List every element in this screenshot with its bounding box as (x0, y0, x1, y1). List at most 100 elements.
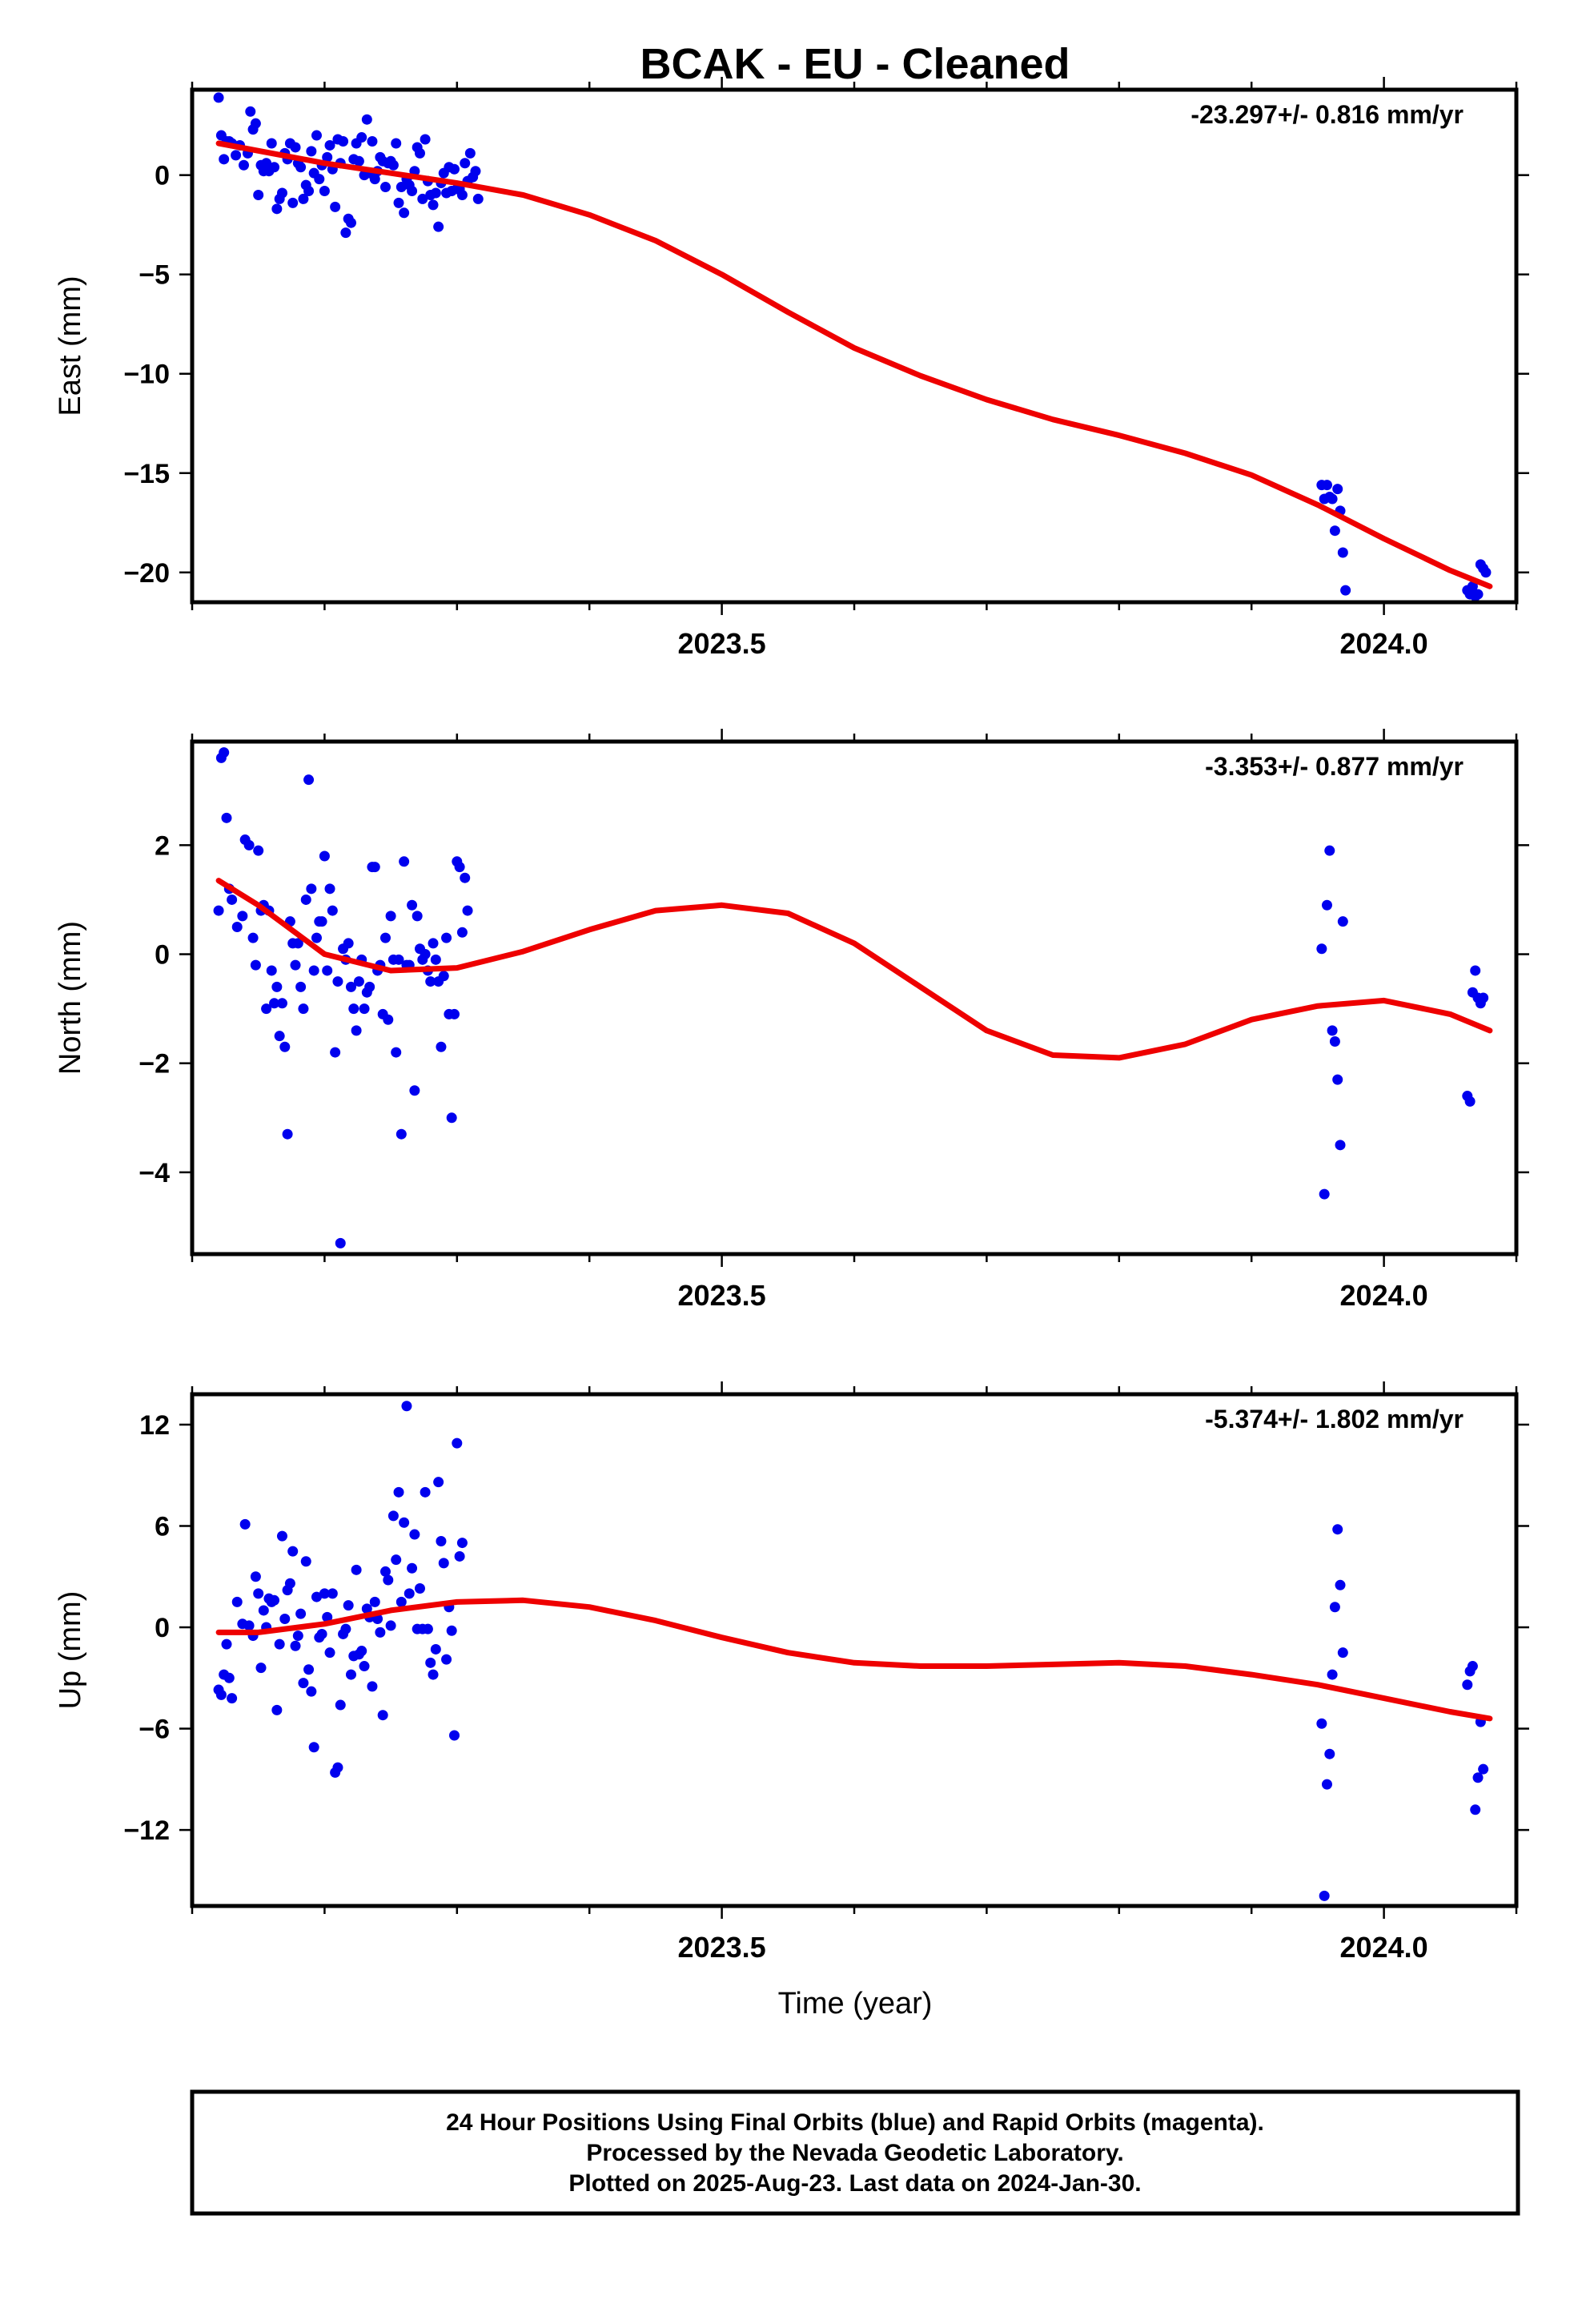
up-data-point (387, 1510, 399, 1522)
east-data-point (213, 92, 224, 103)
north-data-point (385, 911, 396, 922)
up-data-point (454, 1550, 465, 1562)
north-data-point (303, 774, 315, 786)
up-data-point (1324, 1748, 1335, 1759)
up-data-point (428, 1669, 439, 1680)
north-data-point (430, 954, 441, 965)
north-plot-frame (190, 739, 1519, 1256)
up-ytick-label: −12 (123, 1815, 170, 1846)
up-data-point (356, 1646, 367, 1657)
north-data-point (324, 883, 335, 895)
north-data-point (282, 1128, 293, 1140)
up-data-point (1337, 1647, 1348, 1659)
up-data-point (359, 1661, 370, 1672)
up-data-point (375, 1626, 386, 1638)
up-rate-label: -5.374+/- 1.802 mm/yr (1205, 1405, 1464, 1433)
up-data-point (253, 1588, 264, 1599)
north-rate-label: -3.353+/- 0.877 mm/yr (1205, 752, 1464, 781)
up-data-point (425, 1657, 436, 1668)
east-data-point (353, 155, 364, 167)
up-data-point (409, 1529, 420, 1540)
north-data-point (1327, 1025, 1338, 1036)
east-data-point (1332, 484, 1343, 495)
up-data-point (250, 1571, 261, 1582)
east-data-point (219, 154, 230, 165)
east-data-point (239, 159, 250, 171)
east-data-point (340, 227, 351, 239)
up-data-point (295, 1608, 307, 1619)
north-data-point (279, 1041, 291, 1052)
east-data-point (1472, 589, 1484, 600)
up-data-point (335, 1699, 346, 1711)
up-data-point (361, 1603, 372, 1614)
east-data-point (464, 147, 476, 159)
footer-line-2: Processed by the Nevada Geodetic Laborat… (586, 2140, 1123, 2166)
east-data-point (1327, 493, 1338, 505)
up-data-point (287, 1546, 299, 1557)
up-data-point (399, 1517, 410, 1528)
up-data-point (383, 1574, 394, 1586)
east-data-point (287, 197, 299, 208)
east-ytick-label: 0 (155, 161, 170, 191)
up-data-point (433, 1477, 444, 1488)
east-data-point (298, 193, 309, 204)
east-xtick-label: 2023.5 (678, 627, 766, 660)
north-data-point (247, 932, 259, 943)
north-data-point (446, 1112, 457, 1124)
up-data-point (407, 1562, 418, 1574)
east-data-point (387, 159, 399, 171)
north-data-point (1332, 1074, 1343, 1085)
east-data-point (417, 193, 428, 204)
east-panel: 2023.5 2024.0 −20 −15 −10 −5 0 East (mm) -23.297… (54, 77, 1529, 660)
east-data-point (330, 201, 341, 212)
up-data-point (367, 1681, 378, 1692)
up-data-point (438, 1558, 449, 1569)
up-data-point (1319, 1890, 1330, 1901)
east-data-point (338, 135, 349, 147)
east-data-point (269, 162, 280, 173)
east-data-point (290, 142, 301, 153)
north-data-point (348, 1003, 359, 1015)
east-data-point (319, 186, 330, 197)
up-data-point (1467, 1661, 1478, 1672)
east-data-point (271, 203, 283, 215)
east-data-point (379, 182, 391, 193)
east-data-point (1321, 480, 1332, 491)
up-data-point (452, 1437, 463, 1449)
east-data-point (369, 174, 380, 185)
east-xtick-label: 2024.0 (1340, 627, 1428, 660)
north-data-point (261, 1003, 272, 1015)
east-ytick-label: −20 (123, 558, 170, 589)
north-data-point (393, 954, 404, 965)
east-data-point (448, 163, 460, 175)
east-data-point (324, 139, 335, 151)
up-data-point (332, 1762, 343, 1773)
up-data-point (306, 1686, 317, 1697)
east-data-point (1329, 525, 1340, 537)
east-data-point (393, 197, 404, 208)
up-data-point (404, 1588, 415, 1599)
north-data-point (319, 850, 330, 862)
up-data-point (1329, 1602, 1340, 1613)
east-rate-label: -23.297+/- 0.816 mm/yr (1191, 100, 1464, 129)
east-data-point (361, 114, 372, 125)
north-panel: 2023.5 2024.0 −4 −2 0 2 North (mm) -3.353+/- 0.… (54, 729, 1529, 1312)
north-data-point (219, 747, 230, 758)
north-data-point (383, 1014, 394, 1025)
up-xtick-label: 2023.5 (678, 1931, 766, 1964)
east-data-point (276, 187, 287, 199)
north-data-point (274, 1031, 285, 1042)
east-data-point (231, 150, 242, 161)
up-data-point (1327, 1669, 1338, 1680)
up-ytick-label: 6 (155, 1511, 170, 1542)
east-data-point (391, 138, 402, 149)
up-data-point (377, 1710, 388, 1721)
north-data-point (295, 981, 307, 992)
up-ytick-label: −6 (139, 1715, 170, 1745)
up-data-point (1316, 1718, 1327, 1729)
north-data-point (1470, 965, 1481, 976)
north-data-point (292, 938, 303, 949)
up-data-point (324, 1647, 335, 1659)
north-data-point (269, 998, 280, 1009)
north-ytick-label: 0 (155, 940, 170, 971)
